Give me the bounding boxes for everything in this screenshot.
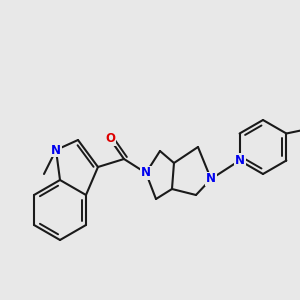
Text: N: N xyxy=(141,167,151,179)
Text: O: O xyxy=(105,133,115,146)
Text: N: N xyxy=(51,143,61,157)
Text: N: N xyxy=(235,154,244,167)
Text: N: N xyxy=(206,172,216,185)
